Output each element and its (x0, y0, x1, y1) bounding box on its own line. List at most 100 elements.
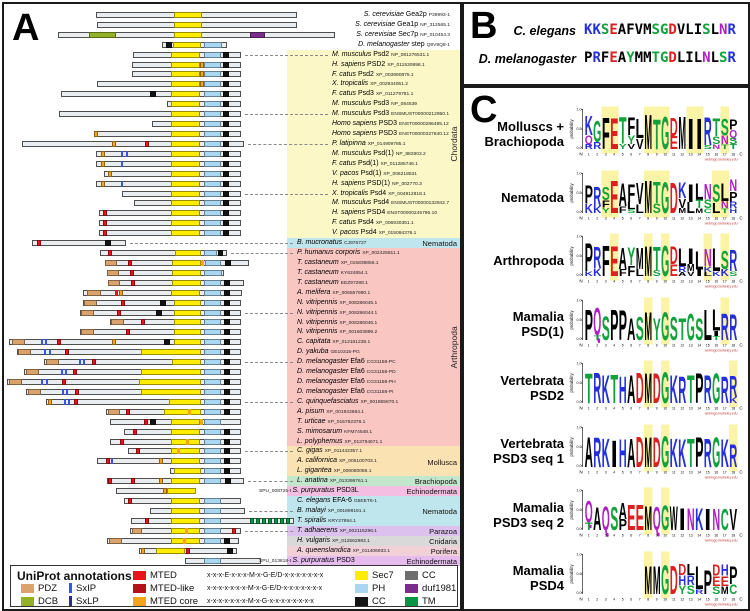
protein-label: N. vitripennis XP_008286046.1 (297, 318, 377, 329)
accession: G5EET6-1 (353, 499, 377, 505)
domain-segment-core (112, 339, 116, 346)
svg-text:L: L (704, 272, 713, 278)
domain-segment-ph (205, 259, 221, 266)
accession: ENSMUST00000132942.7 (391, 201, 450, 207)
svg-text:10: 10 (663, 343, 667, 347)
legend-item: DCB (21, 595, 58, 607)
protein-row: C. elegans EFA-6 G5EET6-1 (4, 496, 460, 506)
svg-text:K: K (593, 204, 602, 215)
svg-text:F: F (619, 205, 627, 215)
svg-text:16: 16 (714, 280, 718, 284)
svg-text:S: S (729, 136, 737, 146)
svg-text:16: 16 (714, 407, 718, 411)
domain-segment-sec7 (164, 408, 201, 415)
svg-text:L: L (687, 200, 696, 217)
svg-text:G: G (712, 428, 720, 476)
svg-text:G: G (661, 362, 669, 413)
domain-segment-ph (204, 111, 221, 118)
domain-segment-ph (204, 210, 221, 217)
logo-row: Mamalia PSD4 1.0 0.5 0.0 probability 1 2 3 4 5 6 7 M 8… (468, 547, 747, 610)
protein-row: L. gigantea XP_009080086.1 (4, 466, 460, 476)
domain-segment-tm (250, 517, 254, 524)
domain-bar (132, 61, 241, 68)
domain-segment-ph (204, 200, 221, 207)
svg-text:L: L (636, 267, 644, 279)
svg-text:6: 6 (630, 280, 632, 284)
svg-text:K: K (593, 267, 601, 279)
svg-text:8: 8 (647, 470, 649, 474)
protein-row: N. vitripennis XP_008286044.1 (4, 308, 460, 318)
domain-bar (97, 81, 241, 88)
accession: ENST00000327840.12 (398, 132, 449, 138)
accession: XP_011530898.1 (387, 62, 425, 68)
domain-segment-mted (144, 418, 148, 425)
protein-label: N. vitripennis XP_008286045.1 (297, 298, 377, 309)
domain-segment-cc (227, 547, 233, 554)
domain-segment-sec7 (171, 448, 200, 455)
svg-text:12: 12 (680, 470, 684, 474)
panel-b-letter: B (470, 5, 498, 47)
logo-group-label: Nematoda (501, 189, 564, 205)
domain-bar (80, 309, 241, 316)
domain-bar (24, 369, 241, 376)
species-name: M. musculus (332, 149, 372, 157)
leader-dashes (130, 243, 293, 245)
domain-bar (185, 557, 261, 564)
svg-text:18: 18 (731, 216, 735, 220)
species-name: V. pacos (332, 229, 359, 237)
svg-text:I: I (696, 110, 703, 159)
protein-row: T. urticae XP_015792378.1 (4, 417, 460, 427)
protein-name: Psd2 (373, 50, 390, 58)
protein-row: H. sapiens PSD4 ENST00000245796.10 (4, 208, 460, 218)
species-name: T. castaneum (297, 259, 339, 266)
svg-text:T: T (687, 369, 695, 412)
domain-segment-cc (224, 329, 230, 336)
svg-text:0.5: 0.5 (577, 381, 582, 385)
svg-text:0.0: 0.0 (577, 146, 582, 150)
accession: XP_003990875.1 (375, 72, 414, 78)
domain-segment-ph (204, 51, 221, 58)
protein-label: A. queenslandica XP_011406933.1 (297, 546, 390, 557)
legend-label: SxIP (76, 582, 97, 594)
domain-bar (94, 130, 241, 137)
domain-segment-sec7 (171, 517, 200, 524)
svg-text:K: K (670, 431, 678, 476)
svg-text:V: V (678, 196, 686, 211)
svg-text:12: 12 (680, 407, 684, 411)
svg-text:K: K (721, 433, 729, 476)
svg-text:7: 7 (639, 470, 641, 474)
svg-text:R: R (729, 369, 737, 404)
domain-bar (96, 11, 297, 18)
svg-text:G: G (593, 115, 601, 148)
protein-label: C. gigas XP_011442357.1 (297, 446, 362, 457)
domain-segment-ph (204, 378, 221, 385)
protein-name: Psd4 (357, 219, 374, 227)
logo-row: Arthropoda 1.0 0.5 0.0 probability P K 1 R K 2 F 3 E 4… (468, 229, 747, 292)
svg-text:15: 15 (706, 153, 710, 157)
svg-text:10: 10 (663, 534, 667, 538)
svg-text:I: I (679, 502, 686, 538)
legend-label: MTED (150, 569, 177, 581)
domain-segment-sec7 (174, 319, 201, 326)
domain-segment-pdz (12, 339, 25, 346)
species-name: S. purpuratus (292, 556, 335, 564)
protein-name: Psd3 (373, 100, 390, 108)
species-name: N. vitripennis (297, 328, 338, 336)
svg-text:P: P (619, 301, 627, 349)
accession: NP_084539 (391, 102, 418, 108)
svg-text:A: A (593, 502, 601, 538)
protein-row: H. vulgaris XP_012562983.1 (4, 536, 460, 546)
domain-segment-ph (204, 448, 221, 455)
svg-text:K: K (729, 396, 738, 405)
svg-text:P: P (585, 300, 593, 349)
legend-label: MTED-like (150, 582, 195, 594)
protein-label: D. melanogaster Efa6 CG31158-PD (297, 367, 396, 378)
svg-text:P: P (585, 180, 593, 209)
svg-text:9: 9 (656, 216, 658, 220)
accession: GE10315-PG (330, 350, 360, 356)
protein-row: D. melanogaster Efa6 CG31158-PD (4, 367, 460, 377)
svg-text:R: R (704, 431, 712, 476)
svg-text:P: P (704, 564, 712, 601)
